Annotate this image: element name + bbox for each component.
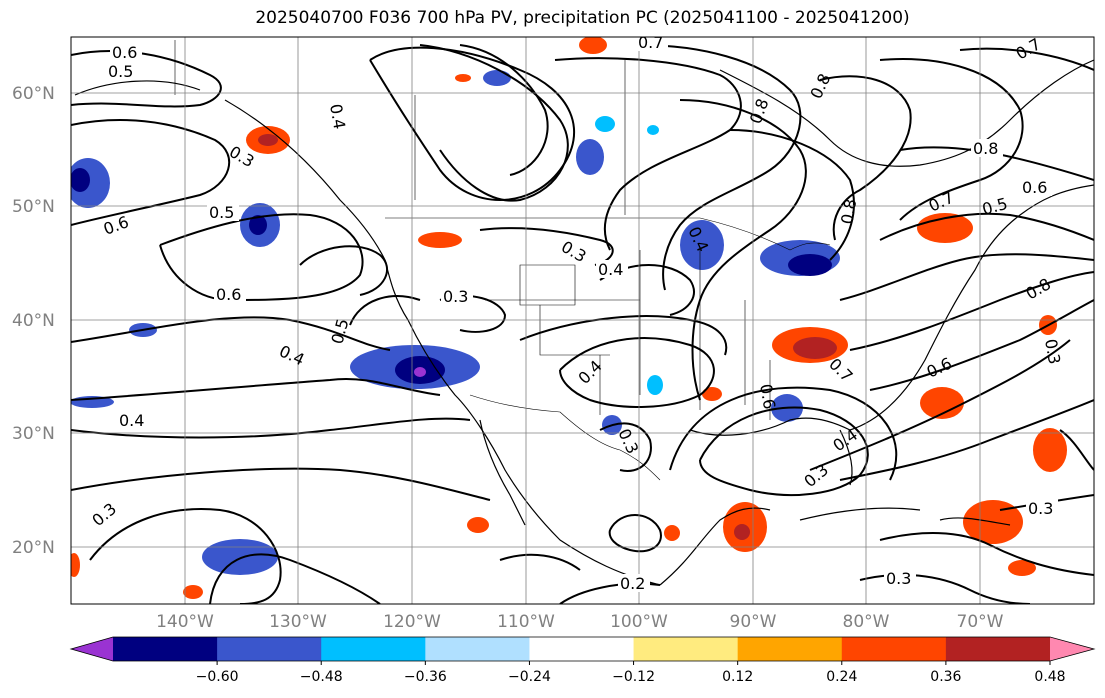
colorbar: −0.60 −0.48 −0.36 −0.24 −0.12 0.12 0.24 0.36 0.4… bbox=[69, 636, 1096, 685]
lat-tick-label: 30°N bbox=[12, 424, 55, 444]
lon-tick-label: 140°W bbox=[156, 612, 214, 632]
colorbar-segment bbox=[633, 637, 739, 661]
contour-label: 0.2 bbox=[620, 574, 645, 593]
colorbar-tick-label: −0.24 bbox=[508, 669, 551, 685]
chart-title: 2025040700 F036 700 hPa PV, precipitatio… bbox=[255, 8, 910, 28]
coastlines bbox=[74, 59, 1094, 586]
colorbar-tick-label: 0.12 bbox=[722, 669, 753, 685]
contour-label: 0.6 bbox=[756, 382, 779, 410]
contour-label: 0.3 bbox=[88, 499, 120, 530]
contour-label: 0.6 bbox=[216, 285, 241, 304]
contour-label: 0.3 bbox=[800, 460, 832, 491]
colorbar-segment bbox=[945, 637, 1051, 661]
contour-label: 0.8 bbox=[806, 71, 834, 102]
contour-label: 0.4 bbox=[276, 341, 307, 369]
contour-label: 0.5 bbox=[209, 203, 234, 222]
pv-contours bbox=[71, 44, 1094, 604]
colorbar-tick-label: −0.60 bbox=[196, 669, 239, 685]
contour-label: 0.5 bbox=[108, 62, 133, 81]
colorbar-tick-label: 0.24 bbox=[826, 669, 857, 685]
latitude-axis: 60°N 50°N 40°N 30°N 20°N bbox=[12, 84, 55, 558]
lon-tick-label: 70°W bbox=[957, 612, 1004, 632]
colorbar-tick-label: 0.48 bbox=[1034, 669, 1065, 685]
lat-tick-label: 40°N bbox=[12, 311, 55, 331]
colorbar-segment bbox=[321, 637, 426, 661]
contour-label: 0.4 bbox=[326, 102, 349, 130]
colorbar-tick-label: 0.36 bbox=[930, 669, 961, 685]
colorbar-outline bbox=[69, 636, 1096, 662]
lon-tick-label: 80°W bbox=[843, 612, 890, 632]
contour-label: 0.6 bbox=[1022, 178, 1047, 197]
contour-label-group: 0.6 0.5 0.4 0.3 0.5 0.6 0.6 0.5 0.4 0.4 … bbox=[88, 33, 1064, 593]
contour-label: 0.3 bbox=[1028, 499, 1053, 518]
contour-label: 0.8 bbox=[1023, 274, 1055, 303]
lon-tick-label: 130°W bbox=[269, 612, 327, 632]
colorbar-segment bbox=[529, 637, 635, 661]
colorbar-tick-label: −0.36 bbox=[404, 669, 447, 685]
colorbar-tick-label: −0.12 bbox=[612, 669, 655, 685]
contour-label: 0.7 bbox=[926, 188, 957, 216]
contour-label: 0.3 bbox=[443, 287, 468, 306]
map-plot-area: 0.6 0.5 0.4 0.3 0.5 0.6 0.6 0.5 0.4 0.4 … bbox=[71, 33, 1094, 604]
contour-label: 0.3 bbox=[886, 569, 911, 588]
contour-label: 0.3 bbox=[558, 237, 590, 266]
lat-tick-label: 60°N bbox=[12, 84, 55, 104]
contour-label: 0.3 bbox=[1041, 337, 1064, 365]
colorbar-segment bbox=[841, 637, 947, 661]
colorbar-tick-label: −0.48 bbox=[300, 669, 343, 685]
contour-label: 0.4 bbox=[598, 260, 623, 279]
contour-label: 0.7 bbox=[1013, 34, 1045, 63]
colorbar-extend-low bbox=[71, 637, 113, 661]
lon-tick-label: 120°W bbox=[383, 612, 441, 632]
longitude-axis: 140°W 130°W 120°W 110°W 100°W 90°W 80°W … bbox=[156, 612, 1004, 632]
contour-label: 0.8 bbox=[837, 197, 860, 225]
lon-tick-label: 90°W bbox=[730, 612, 777, 632]
gridlines bbox=[71, 37, 1094, 604]
colorbar-extend-high bbox=[1050, 637, 1094, 661]
contour-label: 0.4 bbox=[574, 356, 605, 387]
lat-tick-label: 20°N bbox=[12, 538, 55, 558]
lat-tick-label: 50°N bbox=[12, 197, 55, 217]
colorbar-segment bbox=[425, 637, 530, 661]
map-frame bbox=[70, 36, 1095, 605]
colorbar-segment bbox=[217, 637, 322, 661]
contour-label: 0.6 bbox=[924, 354, 955, 382]
colorbar-segment bbox=[737, 637, 843, 661]
contour-label: 0.4 bbox=[119, 411, 144, 430]
lon-tick-label: 100°W bbox=[610, 612, 668, 632]
colorbar-segment bbox=[113, 637, 218, 661]
lon-tick-label: 110°W bbox=[497, 612, 555, 632]
contour-label: 0.7 bbox=[638, 33, 663, 52]
contour-label: 0.8 bbox=[973, 139, 998, 158]
contour-label: 0.6 bbox=[112, 43, 137, 62]
political-borders bbox=[174, 40, 831, 481]
contour-label: 0.5 bbox=[328, 317, 353, 347]
precip-anomaly-fill bbox=[71, 37, 1067, 599]
